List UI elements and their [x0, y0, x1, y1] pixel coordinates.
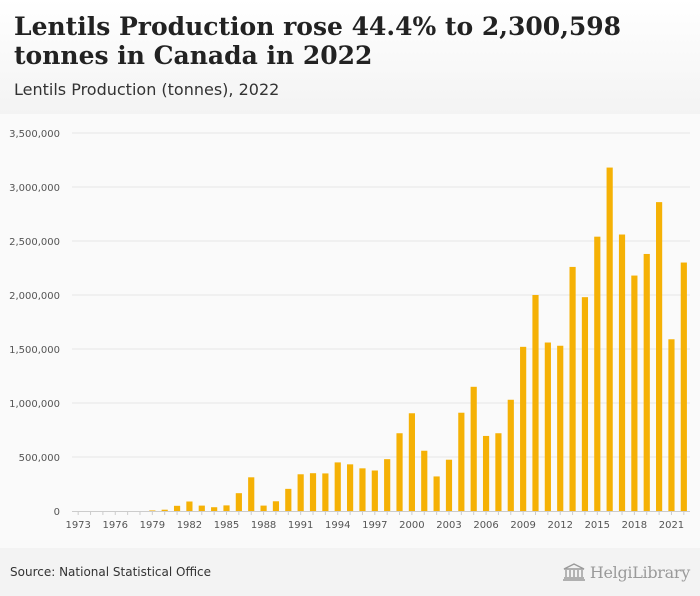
bar: [606, 167, 613, 511]
bar: [470, 386, 477, 511]
bar: [668, 339, 675, 511]
bar: [322, 473, 329, 511]
bar-chart: 0 500,000 1,000,000 1,500,000 2,000,000 2,500…: [9, 129, 690, 531]
bar: [421, 450, 428, 511]
y-tick-label: 3,500,000: [9, 129, 60, 140]
y-tick-label: 500,000: [19, 453, 60, 464]
bar: [285, 488, 292, 511]
bar: [149, 510, 156, 511]
x-tick-label: 2003: [436, 520, 461, 531]
chart-header: Lentils Production rose 44.4% to 2,300,5…: [0, 0, 700, 114]
x-tick-label: 2021: [659, 520, 684, 531]
x-tick-label: 2012: [547, 520, 572, 531]
x-tick-label: 1994: [325, 520, 350, 531]
x-tick-label: 2015: [585, 520, 610, 531]
y-tick-label: 0: [54, 507, 60, 518]
x-tick-label: 1976: [103, 520, 128, 531]
bar: [680, 262, 687, 511]
bar: [544, 342, 551, 511]
bar: [347, 464, 354, 511]
bar: [396, 433, 403, 511]
brand-name: HelgiLibrary: [589, 562, 690, 582]
bar: [248, 477, 255, 511]
y-tick-label: 3,000,000: [9, 183, 60, 194]
bar: [334, 462, 341, 511]
bar: [532, 295, 539, 511]
brand-logo[interactable]: HelgiLibrary: [562, 561, 690, 583]
y-tick-label: 2,500,000: [9, 237, 60, 248]
x-tick-label: 1997: [362, 520, 387, 531]
x-tick-label: 2018: [622, 520, 647, 531]
bar: [557, 345, 564, 511]
x-tick-label: 2006: [473, 520, 498, 531]
library-building-icon: [562, 563, 585, 581]
bar: [520, 346, 527, 511]
x-tick-label: 2000: [399, 520, 424, 531]
y-tick-label: 1,000,000: [9, 399, 60, 410]
bar: [260, 505, 267, 511]
bar: [458, 412, 465, 511]
bar: [581, 297, 589, 511]
chart-subtitle: Lentils Production (tonnes), 2022: [14, 80, 280, 99]
bar: [495, 433, 502, 511]
bar: [235, 493, 242, 511]
bar: [482, 435, 490, 511]
x-tick-label: 1973: [65, 520, 90, 531]
bar: [297, 474, 304, 511]
bar: [359, 468, 366, 511]
bar: [198, 505, 205, 511]
bar: [161, 509, 168, 511]
bar: [445, 459, 453, 511]
x-tick-label: 2009: [510, 520, 535, 531]
chart-footer: Source: National Statistical Office Helg…: [0, 548, 700, 596]
y-tick-label: 2,000,000: [9, 291, 60, 302]
source-note: Source: National Statistical Office: [10, 565, 212, 579]
bar: [309, 473, 317, 511]
bar: [433, 476, 440, 511]
bar: [643, 253, 650, 511]
bar: [594, 236, 601, 511]
bar: [173, 505, 181, 511]
x-tick-label: 1982: [177, 520, 202, 531]
bar: [569, 266, 576, 511]
bar: [631, 275, 638, 511]
bar: [384, 459, 391, 511]
bar: [656, 202, 663, 511]
bar: [371, 470, 378, 511]
x-tick-label: 1991: [288, 520, 313, 531]
bar: [272, 501, 280, 511]
bar: [618, 234, 626, 511]
x-tick-label: 1979: [140, 520, 165, 531]
chart-title: Lentils Production rose 44.4% to 2,300,5…: [14, 12, 622, 70]
bar: [223, 505, 230, 511]
bar: [186, 501, 193, 511]
bar: [507, 399, 514, 511]
y-tick-label: 1,500,000: [9, 345, 60, 356]
bar: [408, 413, 415, 511]
bar: [211, 507, 218, 511]
x-tick-label: 1988: [251, 520, 276, 531]
x-tick-label: 1985: [214, 520, 239, 531]
